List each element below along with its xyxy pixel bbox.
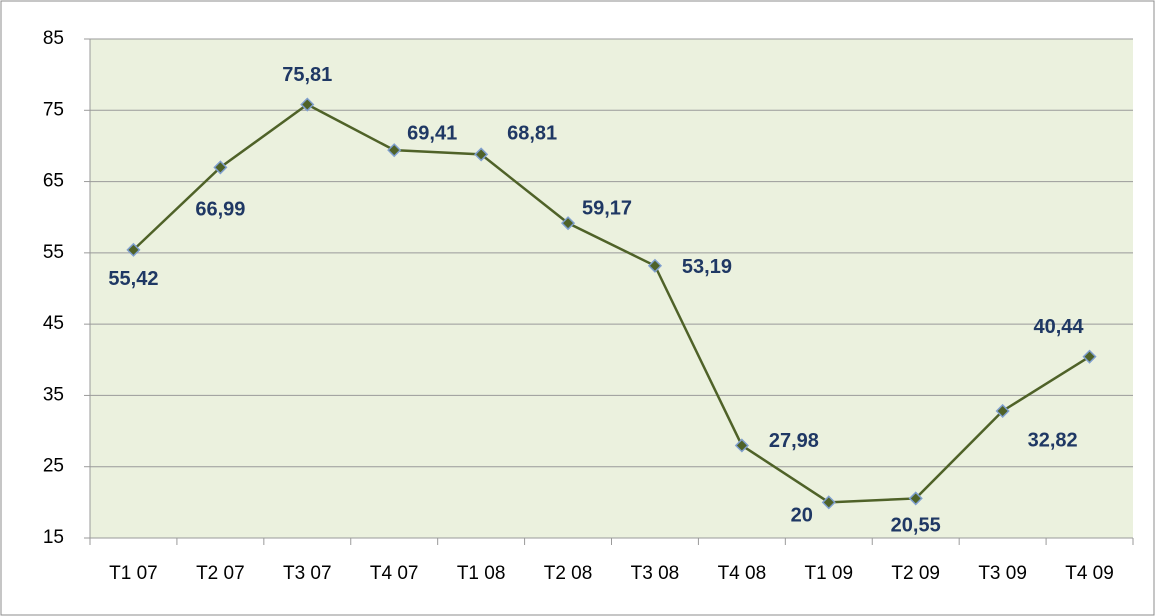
x-tick-label: T1 07 xyxy=(109,563,158,584)
marker xyxy=(387,143,402,158)
y-tick-label: 25 xyxy=(43,456,64,477)
data-label: 20,55 xyxy=(891,515,941,537)
x-tick-label: T4 08 xyxy=(718,563,767,584)
plot-area xyxy=(90,39,1133,538)
marker xyxy=(213,160,228,175)
marker xyxy=(300,97,315,112)
line xyxy=(132,103,1091,504)
marker xyxy=(821,495,836,510)
y-tick-label: 55 xyxy=(43,242,64,263)
y-tick-label: 15 xyxy=(43,527,64,548)
x-tick-label: T2 08 xyxy=(544,563,593,584)
data-label: 20 xyxy=(791,505,813,527)
marker xyxy=(1082,349,1097,364)
x-tick-label: T3 07 xyxy=(283,563,332,584)
data-label: 53,19 xyxy=(682,256,732,278)
marker xyxy=(734,438,749,453)
data-label: 32,82 xyxy=(1028,429,1078,451)
y-tick-label: 85 xyxy=(43,28,64,49)
x-tick-label: T1 09 xyxy=(804,563,853,584)
y-tick-label: 65 xyxy=(43,171,64,192)
marker xyxy=(126,242,141,257)
data-label: 27,98 xyxy=(769,430,819,452)
x-tick-label: T1 08 xyxy=(457,563,506,584)
data-label: 68,81 xyxy=(507,123,557,145)
x-tick-label: T2 09 xyxy=(891,563,940,584)
data-label: 69,41 xyxy=(407,122,457,144)
y-tick-label: 35 xyxy=(43,384,64,405)
marker xyxy=(995,403,1010,419)
marker xyxy=(474,147,489,162)
data-label: 40,44 xyxy=(1034,316,1085,338)
x-tick-label: T3 08 xyxy=(631,563,680,584)
x-tick-label: T4 09 xyxy=(1065,563,1114,584)
x-tick-label: T4 07 xyxy=(370,563,419,584)
x-tick-label: T2 07 xyxy=(196,563,245,584)
y-tick-label: 75 xyxy=(43,99,64,120)
marker xyxy=(647,258,663,273)
data-label: 59,17 xyxy=(582,197,632,219)
y-tick-label: 45 xyxy=(43,313,64,334)
marker xyxy=(908,491,923,506)
marker xyxy=(560,216,576,231)
data-label: 55,42 xyxy=(108,268,158,290)
x-tick-label: T3 09 xyxy=(978,563,1027,584)
data-label: 66,99 xyxy=(195,199,245,221)
data-label: 75,81 xyxy=(282,64,332,86)
